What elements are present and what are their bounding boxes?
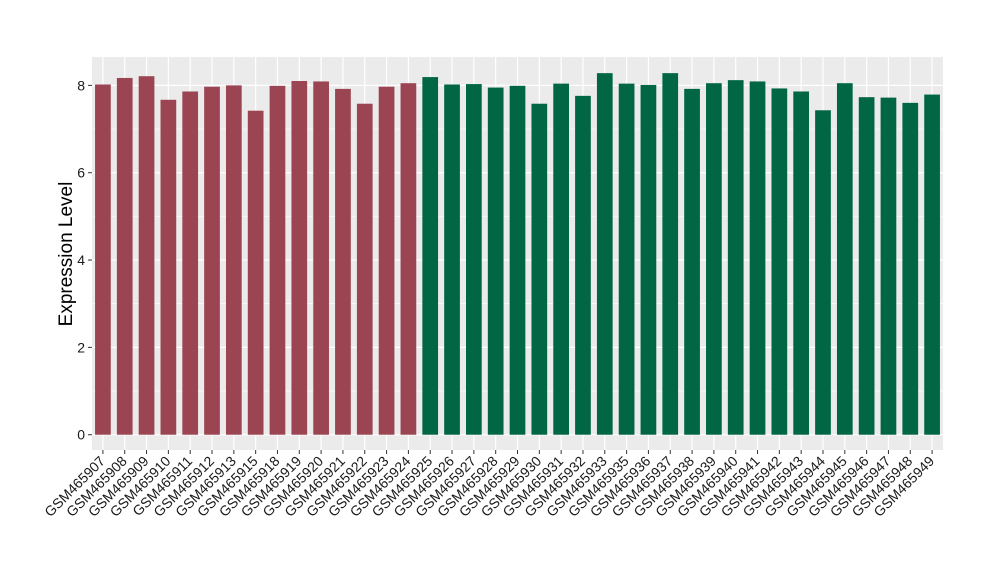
x-axis: GSM465907GSM465908GSM465909GSM465910GSM4…: [41, 450, 937, 520]
bar-GSM465948: [902, 102, 919, 435]
bar-GSM465932: [575, 95, 591, 435]
bar-GSM465942: [771, 88, 788, 435]
bar-GSM465935: [618, 83, 635, 435]
y-tick-label: 2: [77, 339, 85, 355]
y-tick-label: 0: [77, 427, 85, 443]
bar-GSM465936: [640, 84, 657, 435]
y-axis-title: Expression Level: [56, 182, 77, 327]
bar-GSM465911: [182, 91, 199, 435]
bar-GSM465918: [269, 85, 286, 435]
bar-GSM465907: [95, 84, 111, 435]
bar-GSM465946: [858, 97, 875, 435]
bar-GSM465947: [880, 97, 897, 435]
bar-GSM465913: [225, 85, 242, 435]
bar-GSM465924: [400, 83, 417, 435]
bar-GSM465915: [247, 110, 264, 435]
bar-GSM465945: [836, 83, 853, 435]
bar-GSM465909: [138, 76, 155, 435]
bar-GSM465910: [160, 99, 177, 435]
bar-GSM465930: [531, 103, 548, 435]
bar-GSM465920: [313, 81, 329, 435]
bar-GSM465938: [684, 88, 700, 435]
bar-GSM465943: [793, 91, 810, 435]
bar-GSM465949: [924, 94, 940, 435]
bar-GSM465925: [422, 77, 439, 435]
bar-GSM465933: [596, 73, 613, 435]
bar-GSM465921: [335, 88, 351, 435]
bar-GSM465919: [291, 81, 308, 435]
bar-GSM465937: [662, 73, 679, 435]
bars: [95, 73, 940, 435]
bar-GSM465939: [706, 83, 722, 435]
bar-GSM465912: [204, 86, 220, 435]
bar-GSM465931: [553, 83, 569, 435]
bar-GSM465940: [727, 80, 744, 435]
bar-GSM465926: [444, 84, 460, 435]
y-tick-label: 8: [77, 77, 85, 93]
bar-GSM465944: [815, 110, 831, 435]
bar-GSM465941: [749, 81, 766, 435]
bar-GSM465923: [378, 86, 395, 435]
bar-GSM465928: [487, 87, 504, 435]
bar-GSM465908: [116, 77, 133, 435]
y-tick-label: 4: [77, 252, 85, 268]
bar-GSM465929: [509, 85, 526, 435]
bar-GSM465922: [356, 103, 373, 435]
y-axis: 0 2 4 6 8: [77, 77, 92, 443]
bar-GSM465927: [466, 84, 482, 435]
y-tick-label: 6: [77, 165, 85, 181]
